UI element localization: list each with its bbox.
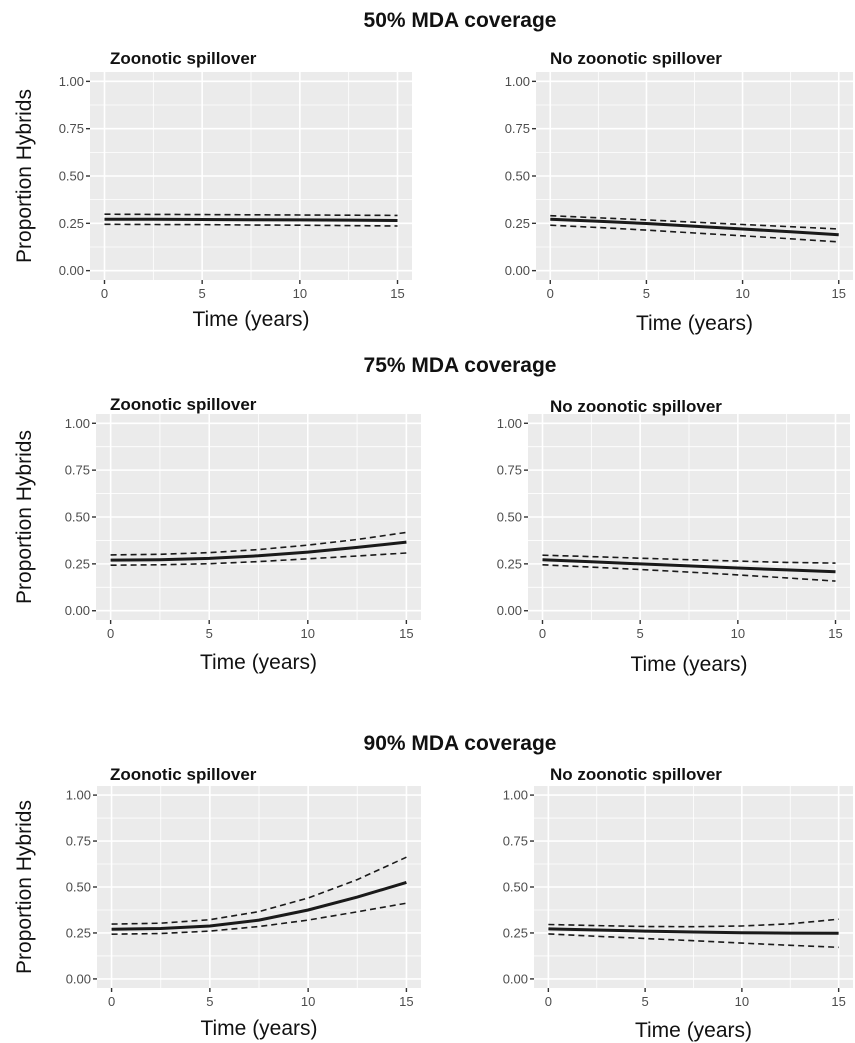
- x-tick-label: 0: [547, 286, 554, 301]
- series-line-mean: [104, 217, 398, 222]
- x-axis-title: Time (years): [200, 651, 317, 674]
- series-line-interval: [548, 933, 839, 949]
- y-tick-label: 0.00: [505, 263, 530, 278]
- x-axis-title: Time (years): [200, 1017, 317, 1040]
- x-tick-label: 10: [735, 286, 749, 301]
- series-line-interval: [542, 564, 836, 582]
- x-tick-label: 5: [206, 994, 213, 1009]
- x-tick-label: 0: [545, 994, 552, 1009]
- series-line-interval: [542, 554, 836, 564]
- x-tick-label: 0: [108, 994, 115, 1009]
- x-tick-label: 10: [731, 626, 745, 641]
- series-line-interval: [550, 224, 839, 243]
- y-tick-label: 0.25: [503, 925, 528, 940]
- y-tick-label: 1.00: [497, 416, 522, 431]
- x-tick-label: 5: [206, 626, 213, 641]
- y-tick-label: 1.00: [66, 788, 91, 803]
- y-tick-label: 0.75: [59, 121, 84, 136]
- x-tick-label: 5: [642, 994, 649, 1009]
- panel-title: No zoonotic spillover: [550, 397, 722, 416]
- chart-panel: 0 5 10 15 0.00 0.25 0.50 0.75 1.00 Zoonotic spill…: [13, 395, 421, 674]
- x-tick-label: 15: [828, 626, 842, 641]
- y-tick-label: 0.25: [66, 925, 91, 940]
- y-tick-label: 1.00: [505, 74, 530, 89]
- section-title: 75% MDA coverage: [364, 354, 557, 377]
- x-tick-label: 15: [832, 286, 846, 301]
- y-tick-label: 1.00: [59, 74, 84, 89]
- section-title: 50% MDA coverage: [364, 9, 557, 32]
- x-tick-label: 15: [399, 626, 413, 641]
- x-tick-label: 5: [637, 626, 644, 641]
- y-tick-label: 0.25: [65, 556, 90, 571]
- y-tick-label: 0.00: [497, 603, 522, 618]
- x-tick-label: 10: [293, 286, 307, 301]
- x-tick-label: 10: [301, 994, 315, 1009]
- series-line-interval: [550, 214, 839, 230]
- y-tick-label: 0.00: [503, 971, 528, 986]
- series-line-interval: [104, 213, 398, 217]
- x-tick-label: 15: [399, 994, 413, 1009]
- chart-panel: 0 5 10 15 0.00 0.25 0.50 0.75 1.00 Zoonotic spill…: [13, 49, 412, 331]
- panel-title: No zoonotic spillover: [550, 765, 722, 784]
- y-tick-label: 0.75: [66, 834, 91, 849]
- y-tick-label: 0.50: [503, 880, 528, 895]
- x-axis-title: Time (years): [192, 308, 309, 331]
- x-axis-title: Time (years): [630, 653, 747, 676]
- panel-title: Zoonotic spillover: [110, 49, 257, 68]
- x-axis-title: Time (years): [636, 312, 753, 335]
- series-line-mean: [542, 558, 836, 574]
- panel-title: Zoonotic spillover: [110, 765, 257, 784]
- y-tick-label: 0.50: [505, 169, 530, 184]
- y-axis-title: Proportion Hybrids: [13, 430, 36, 604]
- figure-section: 50% MDA coverage 0 5 10 15 0.00 0.25 0.50 0.75 1.…: [13, 9, 853, 335]
- y-axis-title: Proportion Hybrids: [13, 800, 36, 974]
- x-tick-label: 15: [390, 286, 404, 301]
- chart-panel: 0 5 10 15 0.00 0.25 0.50 0.75 1.00 No zoonotic sp…: [497, 397, 850, 676]
- series-line-interval: [548, 918, 839, 928]
- y-tick-label: 0.50: [497, 510, 522, 525]
- y-tick-label: 0.00: [65, 603, 90, 618]
- x-tick-label: 10: [735, 994, 749, 1009]
- panel-title: No zoonotic spillover: [550, 49, 722, 68]
- series-line-interval: [104, 223, 398, 227]
- y-tick-label: 0.75: [497, 463, 522, 478]
- x-axis-title: Time (years): [635, 1019, 752, 1042]
- x-tick-label: 15: [831, 994, 845, 1009]
- x-tick-label: 0: [101, 286, 108, 301]
- x-tick-label: 0: [107, 626, 114, 641]
- y-tick-label: 0.75: [65, 463, 90, 478]
- y-tick-label: 0.50: [66, 880, 91, 895]
- y-tick-label: 0.25: [505, 216, 530, 231]
- panel-title: Zoonotic spillover: [110, 395, 257, 414]
- chart-panel: 0 5 10 15 0.00 0.25 0.50 0.75 1.00 No zoonotic sp…: [503, 765, 853, 1042]
- y-tick-label: 0.50: [65, 510, 90, 525]
- x-tick-label: 0: [539, 626, 546, 641]
- series-line-mean: [548, 927, 839, 935]
- x-tick-label: 5: [199, 286, 206, 301]
- figure-section: 75% MDA coverage 0 5 10 15 0.00 0.25 0.50 0.75 1.…: [13, 354, 850, 676]
- y-tick-label: 0.00: [59, 263, 84, 278]
- chart-panel: 0 5 10 15 0.00 0.25 0.50 0.75 1.00 No zoonotic sp…: [505, 49, 853, 335]
- y-tick-label: 0.00: [66, 971, 91, 986]
- y-tick-label: 1.00: [65, 416, 90, 431]
- y-tick-label: 0.75: [503, 834, 528, 849]
- y-tick-label: 0.25: [59, 216, 84, 231]
- x-tick-label: 10: [301, 626, 315, 641]
- figure-section: 90% MDA coverage 0 5 10 15 0.00 0.25 0.50 0.75 1.…: [13, 732, 853, 1042]
- section-title: 90% MDA coverage: [364, 732, 557, 755]
- y-tick-label: 1.00: [503, 788, 528, 803]
- series-line-mean: [111, 880, 407, 931]
- x-tick-label: 5: [643, 286, 650, 301]
- series-line-mean: [550, 217, 839, 237]
- y-axis-title: Proportion Hybrids: [13, 89, 36, 263]
- chart-panel: 0 5 10 15 0.00 0.25 0.50 0.75 1.00 Zoonotic spill…: [13, 765, 421, 1040]
- y-tick-label: 0.50: [59, 169, 84, 184]
- y-tick-label: 0.25: [497, 556, 522, 571]
- y-tick-label: 0.75: [505, 121, 530, 136]
- series-line-mean: [110, 540, 407, 562]
- series-line-interval: [111, 856, 407, 925]
